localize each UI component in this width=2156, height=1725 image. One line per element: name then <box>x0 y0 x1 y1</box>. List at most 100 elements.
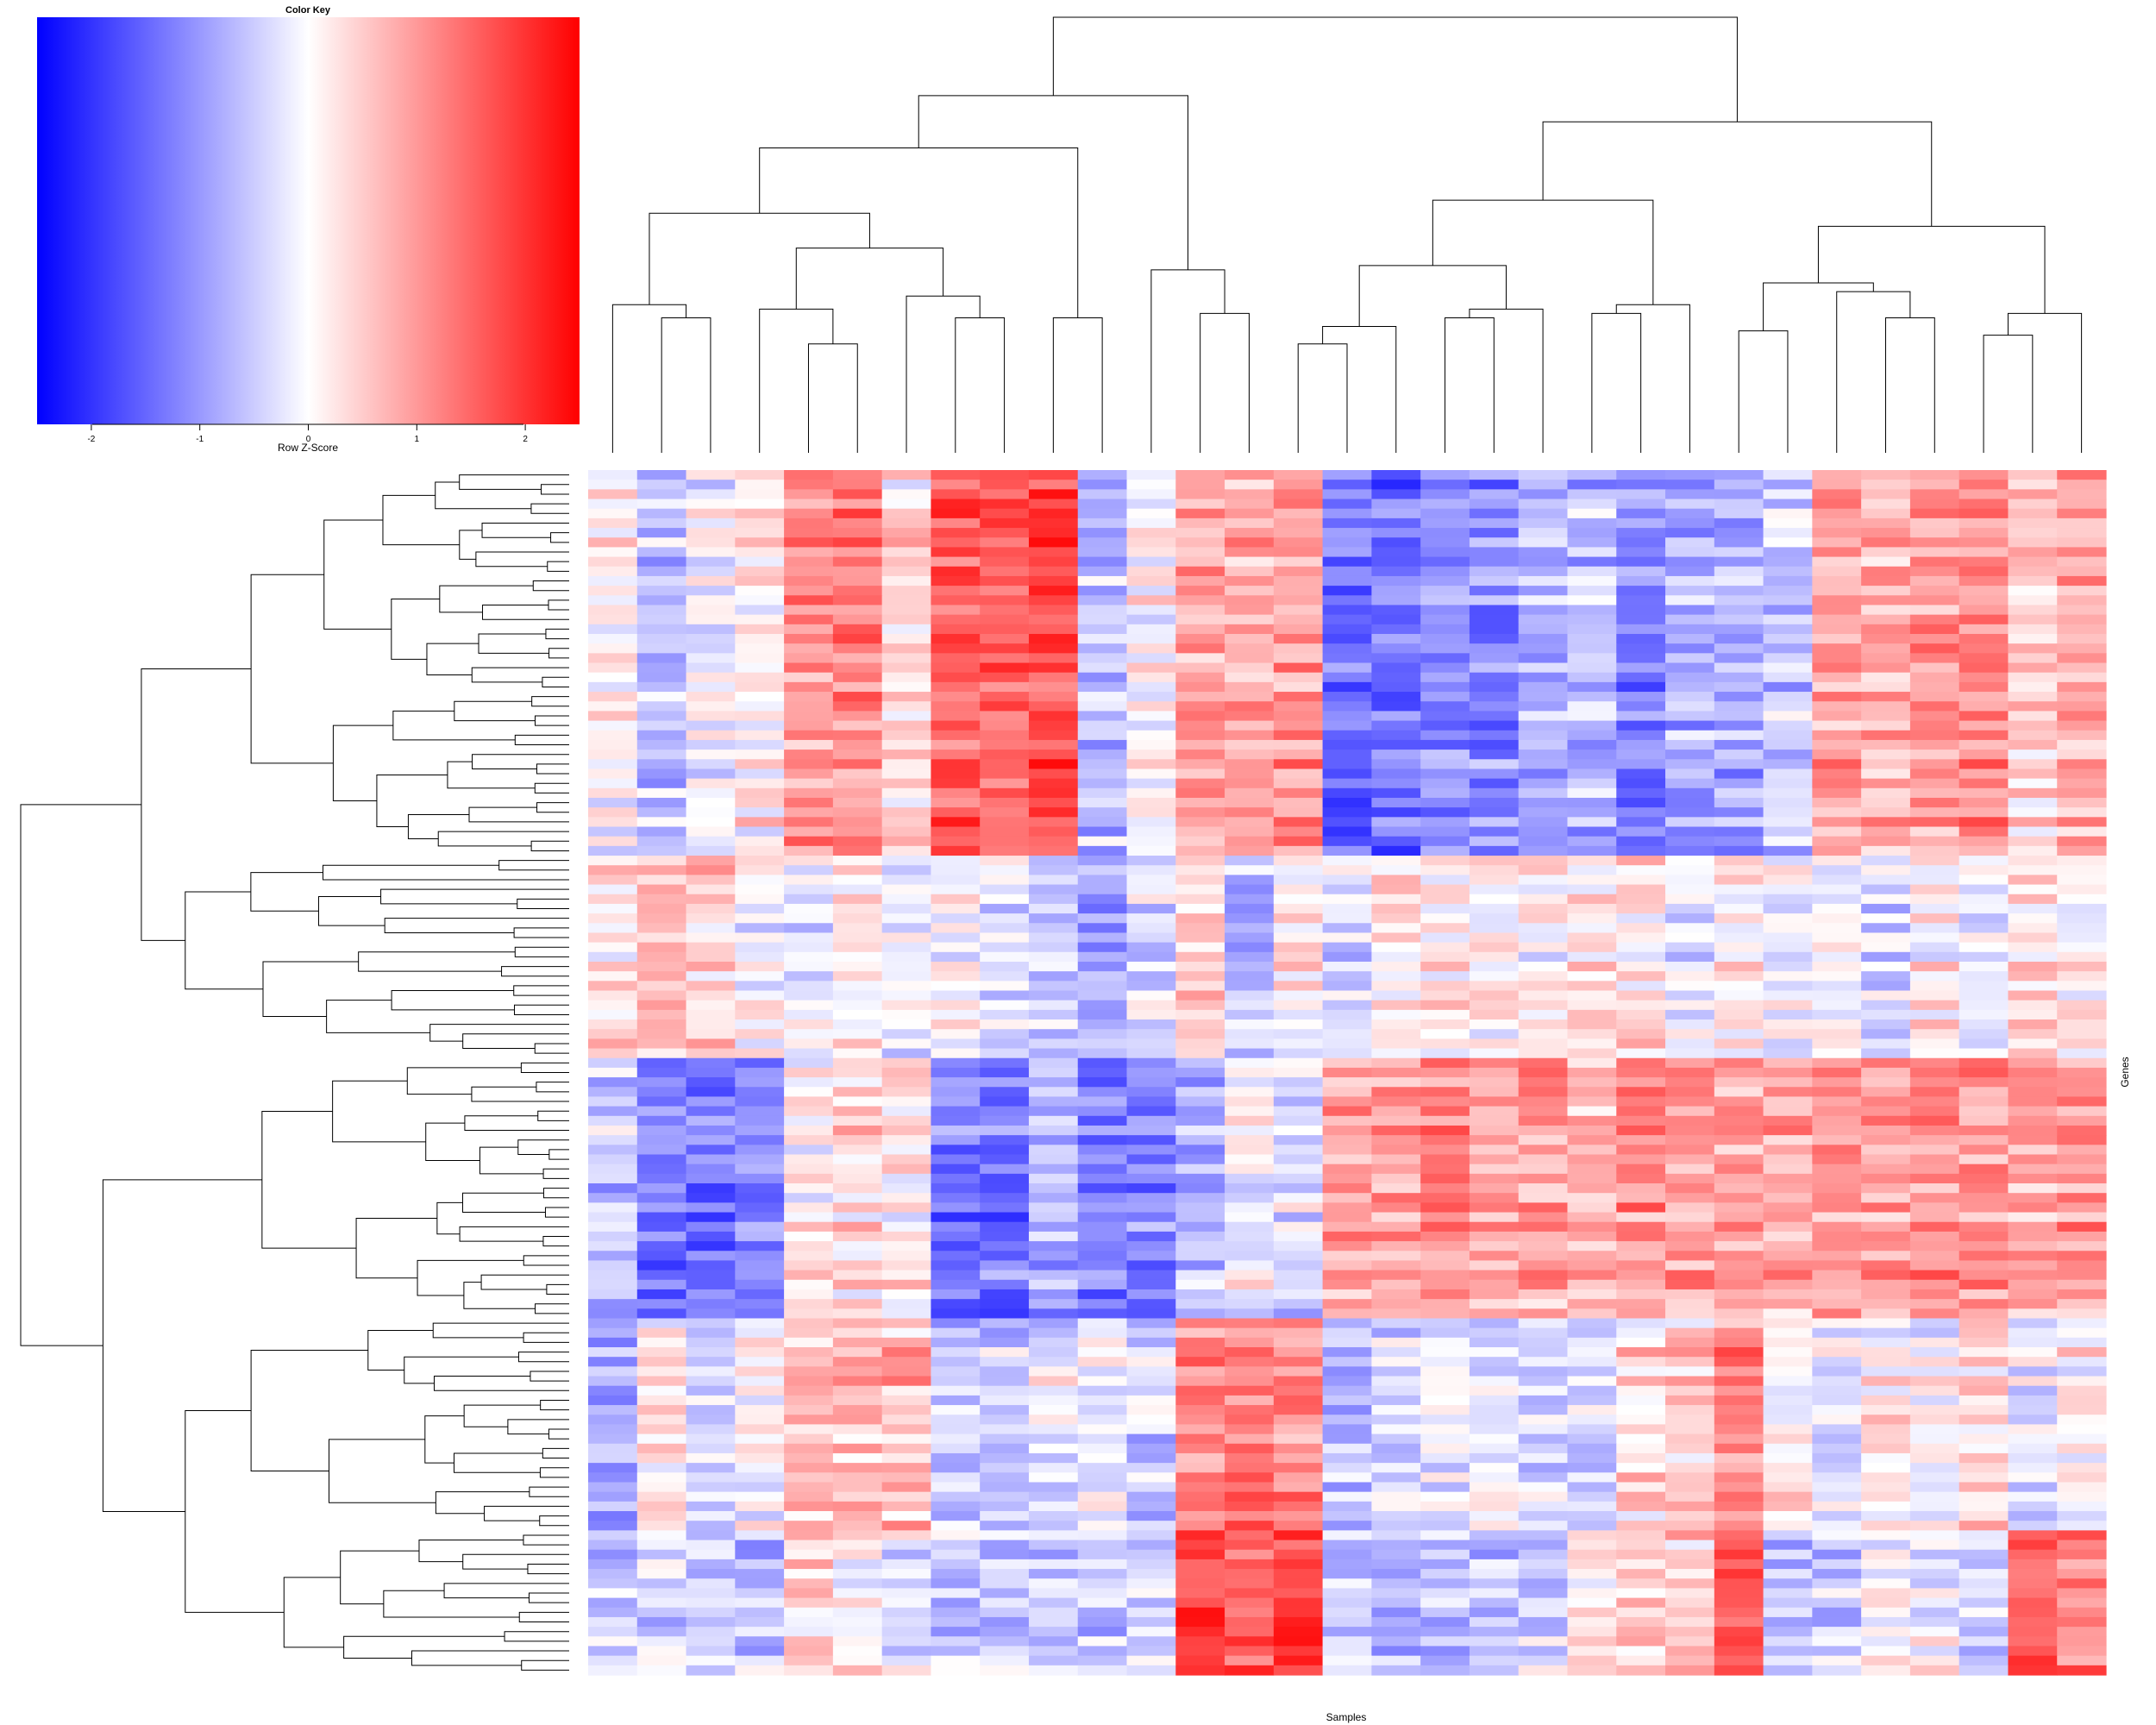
heatmap-cell <box>1225 1270 1275 1281</box>
heatmap-cell <box>2057 614 2107 625</box>
heatmap-cell <box>1665 1569 1715 1579</box>
heatmap-cell <box>784 1087 834 1098</box>
heatmap-cell <box>1812 1569 1862 1579</box>
heatmap-cell <box>980 1655 1030 1666</box>
dendrogram-link <box>759 308 834 453</box>
heatmap-cell <box>588 653 638 664</box>
heatmap-cell <box>1909 826 1960 837</box>
heatmap-cell <box>1959 778 2009 789</box>
heatmap-cell <box>1028 1463 1079 1473</box>
heatmap-cell <box>1665 480 1715 490</box>
heatmap-cell <box>1665 1452 1715 1464</box>
heatmap-cell <box>1077 1443 1128 1454</box>
heatmap-cell <box>881 614 932 625</box>
heatmap-cell <box>1077 865 1128 875</box>
heatmap-cell <box>636 730 687 741</box>
heatmap-cell <box>636 1521 687 1531</box>
heatmap-cell <box>1469 1260 1520 1271</box>
heatmap-cell <box>1567 1491 1617 1502</box>
heatmap-cell <box>588 681 638 693</box>
heatmap-cell <box>1273 942 1324 953</box>
heatmap-cell <box>1077 1530 1128 1541</box>
heatmap-cell <box>1028 1183 1079 1194</box>
heatmap-cell <box>1126 739 1176 750</box>
heatmap-cell <box>1518 1366 1569 1377</box>
heatmap-cell <box>1665 951 1715 963</box>
heatmap-cell <box>1909 730 1960 741</box>
heatmap-cell <box>1175 1231 1225 1242</box>
heatmap-cell <box>1077 1463 1128 1473</box>
heatmap-cell <box>1175 1588 1225 1599</box>
heatmap-cell <box>1861 556 1911 568</box>
heatmap-cell <box>1175 1202 1225 1214</box>
heatmap-cell <box>1665 1115 1715 1126</box>
heatmap-cell <box>1959 865 2009 875</box>
heatmap-cell <box>1714 865 1764 875</box>
heatmap-cell <box>1616 1366 1666 1377</box>
heatmap-cell <box>832 1395 883 1406</box>
heatmap-cell <box>636 566 687 577</box>
heatmap-cell <box>2057 1106 2107 1117</box>
heatmap-cell <box>1225 894 1275 905</box>
heatmap-cell <box>1763 1009 1813 1020</box>
heatmap-cell <box>2008 1212 2058 1223</box>
heatmap-cell <box>1763 961 1813 972</box>
heatmap-cell <box>686 836 736 847</box>
heatmap-cell <box>735 1115 785 1126</box>
heatmap-cell <box>1616 653 1666 664</box>
heatmap-cell <box>1225 1627 1275 1637</box>
heatmap-cell <box>1322 1145 1372 1156</box>
heatmap-cell <box>1861 1646 1911 1657</box>
heatmap-cell <box>1225 1501 1275 1512</box>
heatmap-cell <box>1909 1048 1960 1059</box>
heatmap-cell <box>1273 845 1324 856</box>
heatmap-cell <box>1714 875 1764 886</box>
heatmap-cell <box>1077 778 1128 789</box>
heatmap-cell <box>2057 1260 2107 1271</box>
dendrogram-link <box>539 1467 569 1478</box>
heatmap-cell <box>1763 1521 1813 1531</box>
heatmap-cell <box>1126 1299 1176 1309</box>
heatmap-cell <box>1028 1019 1079 1030</box>
heatmap-cell <box>1225 528 1275 538</box>
heatmap-cell <box>1420 1597 1470 1609</box>
heatmap-cell <box>1126 537 1176 549</box>
heatmap-cell <box>832 961 883 972</box>
heatmap-cell <box>1175 894 1225 905</box>
heatmap-cell <box>832 1597 883 1609</box>
heatmap-cell <box>2008 547 2058 558</box>
heatmap-cell <box>1861 1588 1911 1599</box>
heatmap-cell <box>1273 711 1324 722</box>
heatmap-cell <box>1567 518 1617 529</box>
heatmap-cell <box>1861 1009 1911 1020</box>
heatmap-cell <box>1273 1588 1324 1599</box>
heatmap-cell <box>735 1414 785 1426</box>
heatmap-cell <box>1322 826 1372 837</box>
heatmap-cell <box>931 1251 981 1262</box>
heatmap-cell <box>2008 595 2058 606</box>
heatmap-cell <box>1469 1308 1520 1320</box>
heatmap-cell <box>1077 1385 1128 1396</box>
heatmap-cell <box>1812 1463 1862 1473</box>
heatmap-cell <box>1420 1636 1470 1647</box>
heatmap-cell <box>784 1279 834 1290</box>
heatmap-cell <box>1420 1009 1470 1020</box>
dendrogram-link <box>479 1146 544 1175</box>
heatmap-cell <box>1909 759 1960 770</box>
heatmap-cell <box>2008 672 2058 683</box>
heatmap-cell <box>686 633 736 644</box>
heatmap-cell <box>784 662 834 674</box>
heatmap-cell <box>1175 692 1225 702</box>
heatmap-cell <box>1861 1125 1911 1136</box>
heatmap-cell <box>588 1405 638 1415</box>
dendrogram-link <box>317 896 385 926</box>
heatmap-cell <box>1959 1588 2009 1599</box>
heatmap-cell <box>1812 1491 1862 1502</box>
heatmap-cell <box>931 903 981 914</box>
heatmap-cell <box>1420 1443 1470 1454</box>
heatmap-cell <box>686 1646 736 1657</box>
heatmap-cell <box>1371 903 1421 914</box>
heatmap-cell <box>1028 1202 1079 1214</box>
heatmap-cell <box>1420 797 1470 808</box>
heatmap-cell <box>1959 768 2009 780</box>
